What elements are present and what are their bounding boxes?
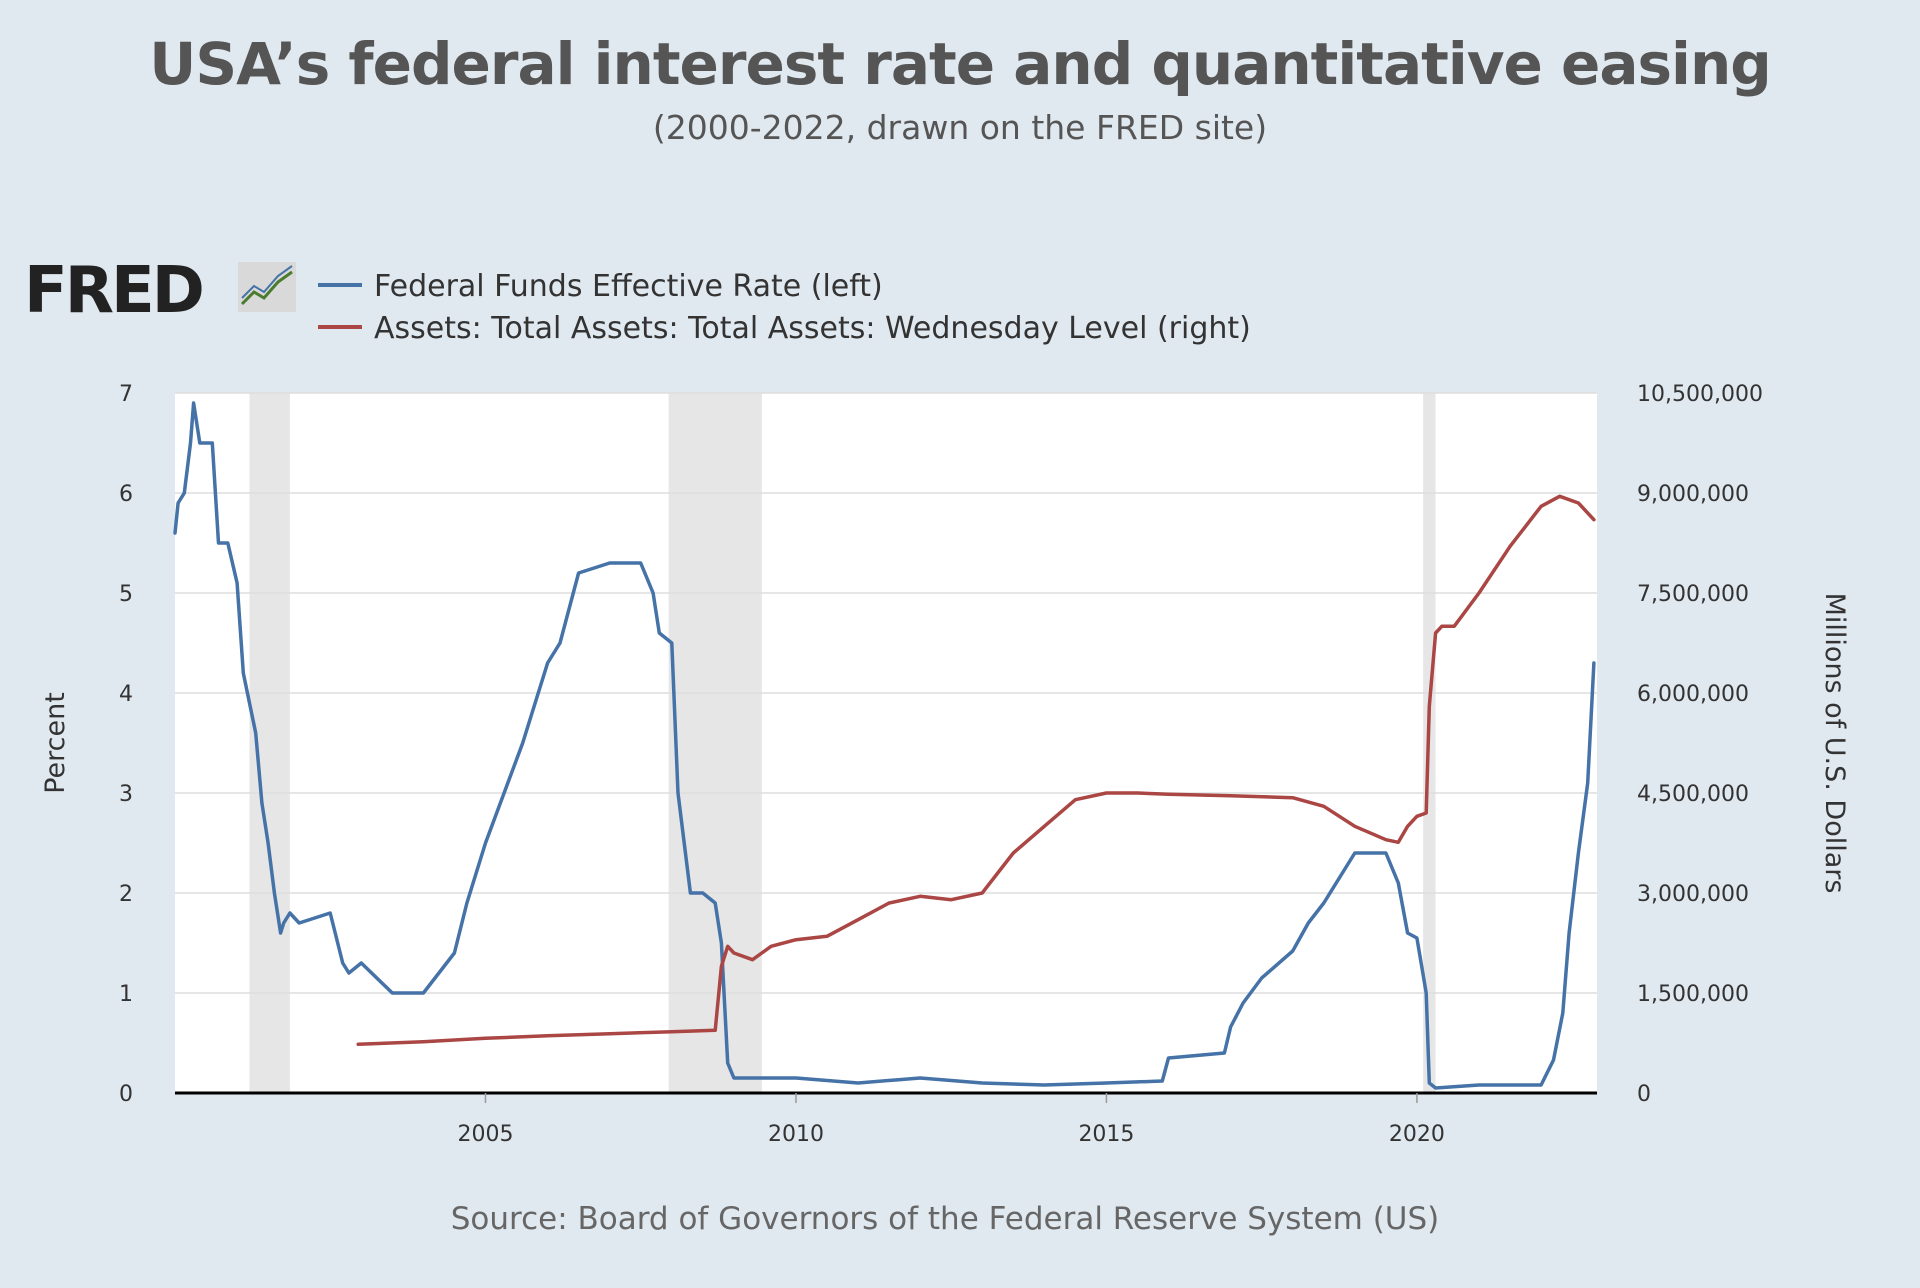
left-tick-label: 6 bbox=[119, 482, 133, 507]
right-tick-label: 10,500,000 bbox=[1637, 382, 1763, 407]
left-tick-label: 7 bbox=[119, 382, 133, 407]
right-tick-label: 1,500,000 bbox=[1637, 982, 1749, 1007]
left-axis-ticks: 0 1 2 3 4 5 6 7 bbox=[119, 382, 133, 1107]
x-tick-label: 2005 bbox=[457, 1122, 513, 1147]
right-tick-label: 6,000,000 bbox=[1637, 682, 1749, 707]
page-title: USA’s federal interest rate and quantita… bbox=[149, 30, 1772, 98]
left-tick-label: 5 bbox=[119, 582, 133, 607]
left-axis-title: Percent bbox=[40, 692, 71, 794]
right-axis-title: Millions of U.S. Dollars bbox=[1819, 593, 1850, 894]
fred-logo-chart-icon bbox=[238, 262, 296, 312]
recession-band bbox=[668, 393, 762, 1093]
left-tick-label: 4 bbox=[119, 682, 133, 707]
right-tick-label: 9,000,000 bbox=[1637, 482, 1749, 507]
x-axis-ticks: 2005 2010 2015 2020 bbox=[457, 1093, 1445, 1147]
legend: Federal Funds Effective Rate (left) Asse… bbox=[318, 269, 1251, 346]
x-tick-label: 2010 bbox=[768, 1122, 824, 1147]
left-tick-label: 2 bbox=[119, 882, 133, 907]
right-tick-label: 4,500,000 bbox=[1637, 782, 1749, 807]
source-note: Source: Board of Governors of the Federa… bbox=[451, 1201, 1440, 1237]
left-tick-label: 3 bbox=[119, 782, 133, 807]
right-tick-label: 7,500,000 bbox=[1637, 582, 1749, 607]
series-line-assets bbox=[356, 494, 1596, 1047]
legend-label-assets: Assets: Total Assets: Total Assets: Wedn… bbox=[374, 311, 1251, 346]
legend-label-fed-funds: Federal Funds Effective Rate (left) bbox=[374, 269, 883, 304]
page-subtitle: (2000-2022, drawn on the FRED site) bbox=[652, 108, 1268, 147]
fred-logo-text: FRED bbox=[24, 254, 202, 328]
right-tick-label: 0 bbox=[1637, 1082, 1651, 1107]
right-tick-label: 3,000,000 bbox=[1637, 882, 1749, 907]
series-layer bbox=[173, 401, 1596, 1090]
left-tick-label: 0 bbox=[119, 1082, 133, 1107]
right-axis-ticks: 0 1,500,000 3,000,000 4,500,000 6,000,000 7,5… bbox=[1637, 382, 1763, 1107]
x-tick-label: 2020 bbox=[1389, 1122, 1445, 1147]
series-line-fed-funds bbox=[173, 401, 1596, 1090]
x-tick-label: 2015 bbox=[1078, 1122, 1134, 1147]
fred-logo: FRED bbox=[24, 254, 296, 328]
plot-area bbox=[175, 393, 1597, 1093]
left-tick-label: 1 bbox=[119, 982, 133, 1007]
